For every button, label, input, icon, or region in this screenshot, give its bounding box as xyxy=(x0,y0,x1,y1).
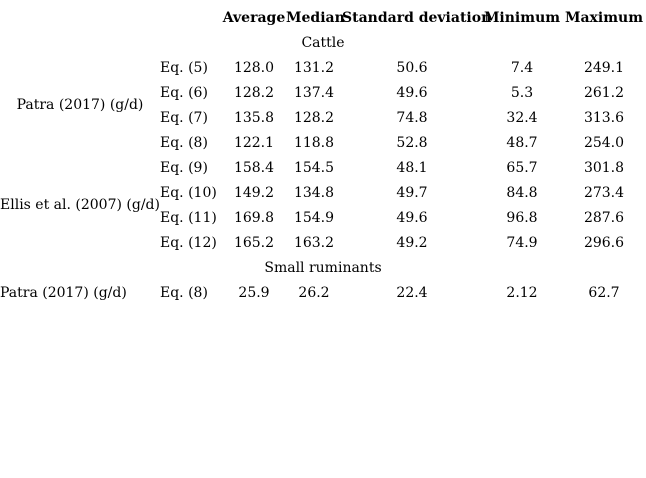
table-row: Eq. (6) 128.2 137.4 49.6 5.3 261.2 xyxy=(0,80,646,105)
cell-eq: Eq. (8) xyxy=(160,134,208,151)
cell-eq: Eq. (11) xyxy=(160,209,217,226)
section-header-cattle: Cattle xyxy=(301,34,345,51)
cell-eq: Eq. (10) xyxy=(160,184,217,201)
table-header-row: Average Median Standard deviation Minimu… xyxy=(0,5,646,30)
cell-max: 62.7 xyxy=(588,284,620,301)
cell-median: 118.8 xyxy=(293,134,335,151)
cell-std: 49.7 xyxy=(396,184,428,201)
cell-std: 52.8 xyxy=(396,134,428,151)
col-header-average: Average xyxy=(222,9,286,26)
cell-max: 296.6 xyxy=(583,234,625,251)
cell-max: 249.1 xyxy=(583,59,625,76)
cell-std: 49.6 xyxy=(396,84,428,101)
col-header-empty-eq xyxy=(160,5,222,30)
cell-max: 287.6 xyxy=(583,209,625,226)
cell-min: 2.12 xyxy=(506,284,538,301)
col-header-minimum: Minimum xyxy=(483,9,561,26)
cell-median: 137.4 xyxy=(293,84,335,101)
statistics-table: Average Median Standard deviation Minimu… xyxy=(0,5,646,305)
section-row-small-ruminants: Small ruminants xyxy=(0,255,646,280)
cell-average: 122.1 xyxy=(233,134,275,151)
cell-std: 49.2 xyxy=(396,234,428,251)
section-header-small-ruminants: Small ruminants xyxy=(264,259,382,276)
cell-average: 25.9 xyxy=(238,284,270,301)
cell-eq: Eq. (5) xyxy=(160,59,208,76)
table-row: Eq. (7) 135.8 128.2 74.8 32.4 313.6 xyxy=(0,105,646,130)
cell-max: 313.6 xyxy=(583,109,625,126)
group-label-ellis-cattle: Ellis et al. (2007) (g/d) xyxy=(0,197,160,213)
col-header-median: Median xyxy=(286,9,345,26)
table-row: Patra (2017) (g/d) Eq. (8) 25.9 26.2 22.… xyxy=(0,280,646,305)
cell-average: 135.8 xyxy=(233,109,275,126)
cell-average: 169.8 xyxy=(233,209,275,226)
cell-min: 65.7 xyxy=(506,159,538,176)
cell-eq: Eq. (8) xyxy=(160,284,208,301)
group-label-patra-cattle: Patra (2017) (g/d) xyxy=(16,97,144,113)
col-header-std-deviation: Standard deviation xyxy=(342,9,492,26)
section-row-cattle: Cattle xyxy=(0,30,646,55)
cell-eq: Eq. (7) xyxy=(160,109,208,126)
table-row: Ellis et al. (2007) (g/d) Eq. (9) 158.4 … xyxy=(0,155,646,214)
cell-std: 50.6 xyxy=(396,59,428,76)
cell-eq: Eq. (12) xyxy=(160,234,217,251)
cell-median: 26.2 xyxy=(298,284,330,301)
cell-average: 158.4 xyxy=(233,159,275,176)
cell-eq: Eq. (6) xyxy=(160,84,208,101)
cell-median: 128.2 xyxy=(293,109,335,126)
cell-min: 48.7 xyxy=(506,134,538,151)
cell-max: 301.8 xyxy=(583,159,625,176)
col-header-maximum: Maximum xyxy=(564,9,644,26)
cell-min: 74.9 xyxy=(506,234,538,251)
cell-std: 22.4 xyxy=(396,284,428,301)
cell-median: 154.5 xyxy=(293,159,335,176)
cell-median: 134.8 xyxy=(293,184,335,201)
table-row: Eq. (8) 122.1 118.8 52.8 48.7 254.0 xyxy=(0,130,646,155)
cell-std: 49.6 xyxy=(396,209,428,226)
cell-median: 163.2 xyxy=(293,234,335,251)
cell-max: 273.4 xyxy=(583,184,625,201)
cell-average: 128.0 xyxy=(233,59,275,76)
cell-min: 96.8 xyxy=(506,209,538,226)
cell-min: 5.3 xyxy=(510,84,534,101)
cell-min: 84.8 xyxy=(506,184,538,201)
table-row: Eq. (11) 169.8 154.9 49.6 96.8 287.6 xyxy=(0,205,646,230)
cell-median: 131.2 xyxy=(293,59,335,76)
cell-max: 254.0 xyxy=(583,134,625,151)
cell-min: 32.4 xyxy=(506,109,538,126)
table-row: Eq. (12) 165.2 163.2 49.2 74.9 296.6 xyxy=(0,230,646,255)
group-label-patra-small-ruminants: Patra (2017) (g/d) xyxy=(0,284,127,301)
cell-average: 128.2 xyxy=(233,84,275,101)
cell-eq: Eq. (9) xyxy=(160,159,208,176)
cell-median: 154.9 xyxy=(293,209,335,226)
table-row: Eq. (10) 149.2 134.8 49.7 84.8 273.4 xyxy=(0,180,646,205)
cell-max: 261.2 xyxy=(583,84,625,101)
cell-std: 48.1 xyxy=(396,159,428,176)
cell-average: 149.2 xyxy=(233,184,275,201)
col-header-empty-group xyxy=(0,5,160,30)
table-row: Patra (2017) (g/d) Eq. (5) 128.0 131.2 5… xyxy=(0,55,646,114)
cell-std: 74.8 xyxy=(396,109,428,126)
cell-average: 165.2 xyxy=(233,234,275,251)
cell-min: 7.4 xyxy=(510,59,534,76)
